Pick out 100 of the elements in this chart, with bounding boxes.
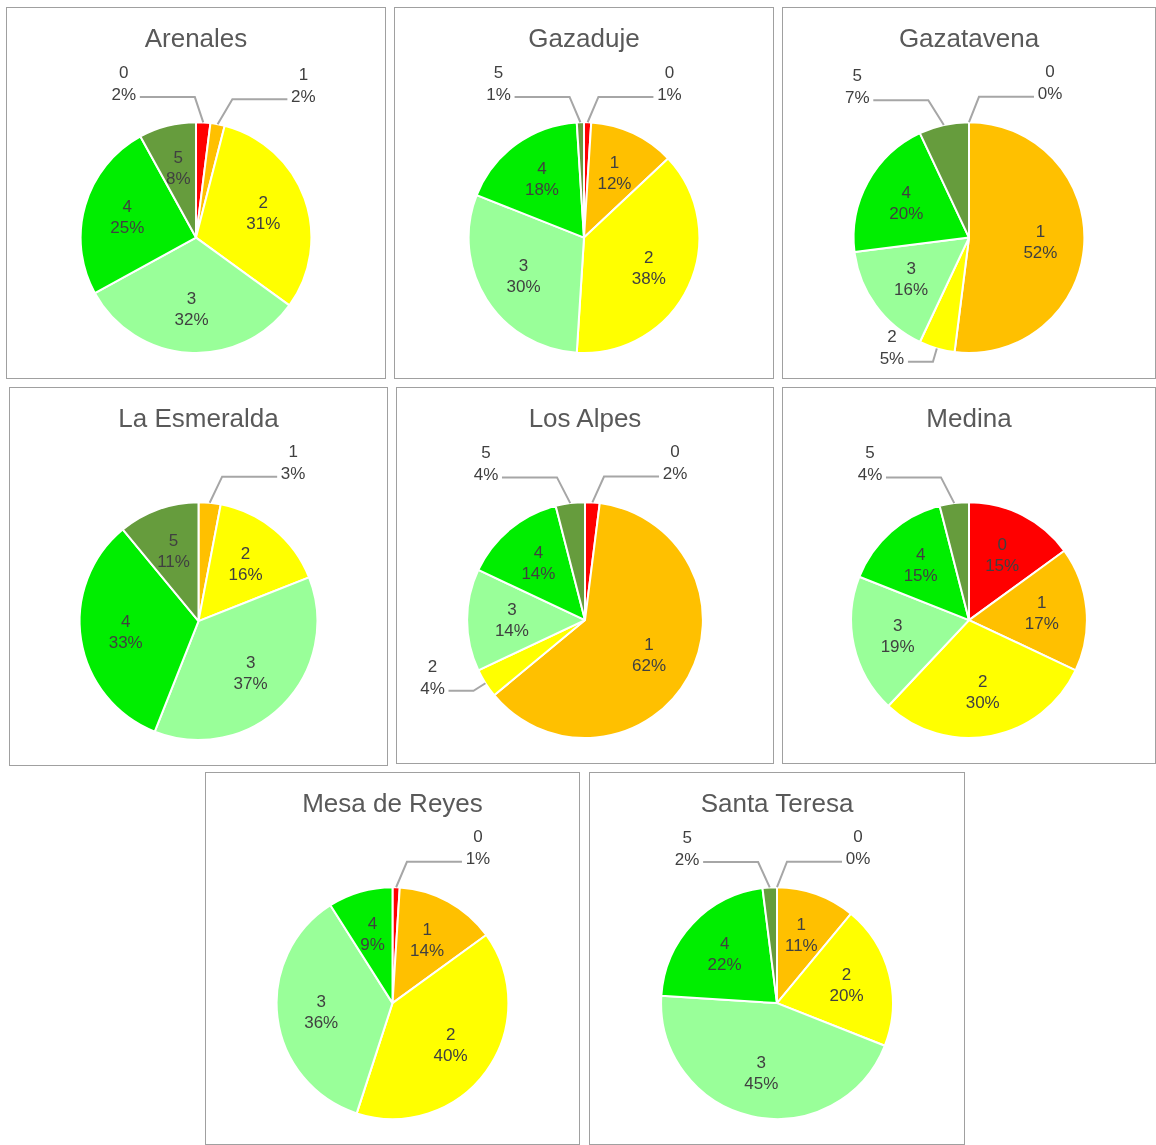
data-label: 45% xyxy=(744,1073,779,1093)
slice-label: 1 xyxy=(298,64,309,84)
data-label: 31% xyxy=(246,214,281,234)
data-label: 62% xyxy=(632,656,667,675)
category-label: 0 xyxy=(1045,62,1055,82)
slice-label: 1 xyxy=(796,915,807,935)
data-label: 2% xyxy=(662,464,688,484)
data-label: 20% xyxy=(829,985,864,1005)
data-label: 19% xyxy=(880,636,915,656)
slice-label: 1 xyxy=(1037,592,1047,612)
data-label: 2% xyxy=(674,849,700,869)
data-label: 25% xyxy=(110,218,145,238)
data-label: 15% xyxy=(985,555,1020,575)
slice-label: 4 xyxy=(120,612,131,632)
data-label: 36% xyxy=(304,1012,339,1032)
slice-label: 3 xyxy=(906,259,916,279)
data-label: 11% xyxy=(157,552,190,572)
slice-label: 4 xyxy=(719,933,730,953)
chart-title: Arenales xyxy=(144,22,248,53)
slice-label: 3 xyxy=(892,615,903,635)
category-label: 0 xyxy=(853,827,863,847)
slice-label: 3 xyxy=(507,599,517,619)
data-label: 40% xyxy=(433,1046,468,1066)
slice-label: 4 xyxy=(901,182,912,202)
slice-label: 0 xyxy=(997,534,1007,554)
data-label: 1% xyxy=(486,84,511,104)
slice-label: 1 xyxy=(288,442,298,462)
slice-label: 1 xyxy=(422,919,432,939)
slice-label: 5 xyxy=(168,531,179,551)
data-label: 32% xyxy=(174,309,209,329)
text: 0% xyxy=(1037,84,1063,104)
text: 0% xyxy=(845,849,871,869)
slice-label: 4 xyxy=(915,544,926,564)
data-label: 38% xyxy=(631,268,666,288)
slice-label: 3 xyxy=(186,288,197,308)
data-label: 8% xyxy=(165,168,191,188)
data-label: 12% xyxy=(597,173,632,193)
chart-title: Gazatavena xyxy=(898,22,1040,53)
slice-label: 5 xyxy=(481,443,491,463)
data-label: 11% xyxy=(784,936,818,956)
slice-label: 5 xyxy=(173,147,183,167)
data-label: 7% xyxy=(845,87,870,107)
data-label: 16% xyxy=(228,564,263,584)
data-label: 14% xyxy=(410,940,445,960)
chart-title: Los Alpes xyxy=(528,402,642,433)
data-label: 9% xyxy=(360,934,385,954)
data-label: 1% xyxy=(465,849,491,869)
data-label: 4% xyxy=(857,465,883,485)
chart-title: Gazaduje xyxy=(528,22,640,53)
data-label: 20% xyxy=(889,203,924,223)
slice-label: 0 xyxy=(670,442,680,462)
data-label: 17% xyxy=(1024,613,1059,633)
slice-label: 0 xyxy=(119,62,129,82)
slice-label: 5 xyxy=(865,443,875,463)
data-label: 1% xyxy=(657,84,682,104)
data-label: 18% xyxy=(524,180,559,200)
chart-title: Santa Teresa xyxy=(700,787,854,818)
data-label: 16% xyxy=(894,280,929,300)
slice-label: 3 xyxy=(756,1052,767,1072)
data-label: 30% xyxy=(965,692,1000,712)
slice-label: 0 xyxy=(473,827,483,847)
slice-label: 2 xyxy=(258,193,269,213)
slice-label: 1 xyxy=(644,635,654,654)
slice-label: 2 xyxy=(427,656,438,676)
slice-label: 2 xyxy=(887,327,897,347)
slice-label: 2 xyxy=(841,964,852,984)
slice-label: 5 xyxy=(493,62,504,82)
slice-label: 5 xyxy=(682,827,692,847)
slice-label: 0 xyxy=(664,62,675,82)
slice-label: 2 xyxy=(977,671,988,691)
data-label: 4% xyxy=(473,465,499,485)
slice-label: 4 xyxy=(367,913,378,933)
slice-label: 2 xyxy=(240,543,251,563)
slice-label: 3 xyxy=(245,652,256,672)
data-label: 14% xyxy=(494,620,529,640)
data-label: 52% xyxy=(1023,242,1058,262)
data-label: 37% xyxy=(233,673,268,693)
slice-label: 1 xyxy=(609,152,620,172)
chart-title: Mesa de Reyes xyxy=(302,787,483,818)
data-label: 30% xyxy=(506,276,541,296)
slice-label: 2 xyxy=(644,247,654,267)
data-label: 22% xyxy=(707,954,742,974)
slice-label: 4 xyxy=(537,159,547,179)
data-label: 33% xyxy=(108,633,143,653)
data-label: 4% xyxy=(420,678,445,698)
data-label: 3% xyxy=(280,464,306,484)
slice-label: 3 xyxy=(518,255,529,275)
slice-label: 4 xyxy=(122,197,133,217)
data-label: 5% xyxy=(879,349,905,369)
data-label: 2% xyxy=(291,86,316,106)
data-label: 14% xyxy=(521,564,556,584)
slice-label: 1 xyxy=(1035,221,1046,241)
slice-label: 3 xyxy=(316,991,326,1011)
chart-title: Medina xyxy=(926,402,1013,433)
slice-label: 2 xyxy=(445,1025,456,1045)
slice-label: 4 xyxy=(533,543,544,563)
data-label: 15% xyxy=(903,565,938,585)
chart-title: La Esmeralda xyxy=(118,402,280,433)
slice-label: 5 xyxy=(852,65,863,85)
data-label: 2% xyxy=(111,84,137,104)
